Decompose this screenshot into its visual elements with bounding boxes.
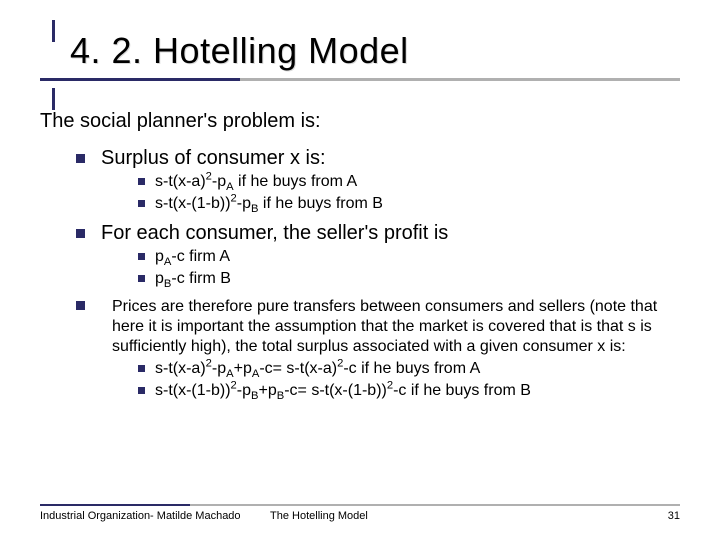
point-3a: s-t(x-a)2-pA+pA-c= s-t(x-a)2-c if he buy…	[138, 359, 680, 379]
point-2: For each consumer, the seller's profit i…	[76, 222, 680, 245]
point-2a: pA-c firm A	[138, 247, 680, 267]
slide-title: 4. 2. Hotelling Model	[70, 30, 680, 78]
footer-underline	[40, 504, 680, 506]
square-bullet-icon	[138, 275, 145, 282]
square-bullet-icon	[138, 200, 145, 207]
point-1a-text: s-t(x-a)2-pA if he buys from A	[155, 173, 357, 190]
underline-navy	[40, 78, 240, 81]
square-bullet-icon	[138, 365, 145, 372]
point-2b: pB-c firm B	[138, 269, 680, 289]
point-2-text: For each consumer, the seller's profit i…	[101, 222, 448, 244]
lead-text: The social planner's problem is:	[40, 110, 680, 133]
point-3a-text: s-t(x-a)2-pA+pA-c= s-t(x-a)2-c if he buy…	[155, 360, 480, 377]
point-1a: s-t(x-a)2-pA if he buys from A	[138, 172, 680, 192]
point-3b: s-t(x-(1-b))2-pB+pB-c= s-t(x-(1-b))2-c i…	[138, 381, 680, 401]
accent-tick-bottom	[52, 88, 55, 110]
title-block: 4. 2. Hotelling Model	[70, 30, 680, 78]
point-1b-text: s-t(x-(1-b))2-pB if he buys from B	[155, 195, 383, 212]
point-2b-text: pB-c firm B	[155, 270, 231, 287]
square-bullet-icon	[76, 154, 85, 163]
body: The social planner's problem is: Surplus…	[40, 110, 680, 401]
point-3b-text: s-t(x-(1-b))2-pB+pB-c= s-t(x-(1-b))2-c i…	[155, 382, 531, 399]
footer-center: The Hotelling Model	[270, 510, 368, 522]
point-1b: s-t(x-(1-b))2-pB if he buys from B	[138, 194, 680, 214]
point-1: Surplus of consumer x is:	[76, 147, 680, 170]
square-bullet-icon	[138, 178, 145, 185]
footer-left: Industrial Organization- Matilde Machado	[40, 510, 241, 522]
point-3-text: Prices are therefore pure transfers betw…	[112, 298, 657, 355]
point-3: Prices are therefore pure transfers betw…	[112, 297, 680, 357]
title-underline	[40, 78, 680, 82]
square-bullet-icon	[76, 301, 85, 310]
accent-tick-top	[52, 20, 55, 42]
square-bullet-icon	[76, 229, 85, 238]
point-1-text: Surplus of consumer x is:	[101, 147, 326, 169]
slide: 4. 2. Hotelling Model The social planner…	[0, 0, 720, 540]
page-number: 31	[668, 510, 680, 522]
footer-underline-navy	[40, 504, 190, 506]
point-2a-text: pA-c firm A	[155, 248, 230, 265]
square-bullet-icon	[138, 387, 145, 394]
square-bullet-icon	[138, 253, 145, 260]
